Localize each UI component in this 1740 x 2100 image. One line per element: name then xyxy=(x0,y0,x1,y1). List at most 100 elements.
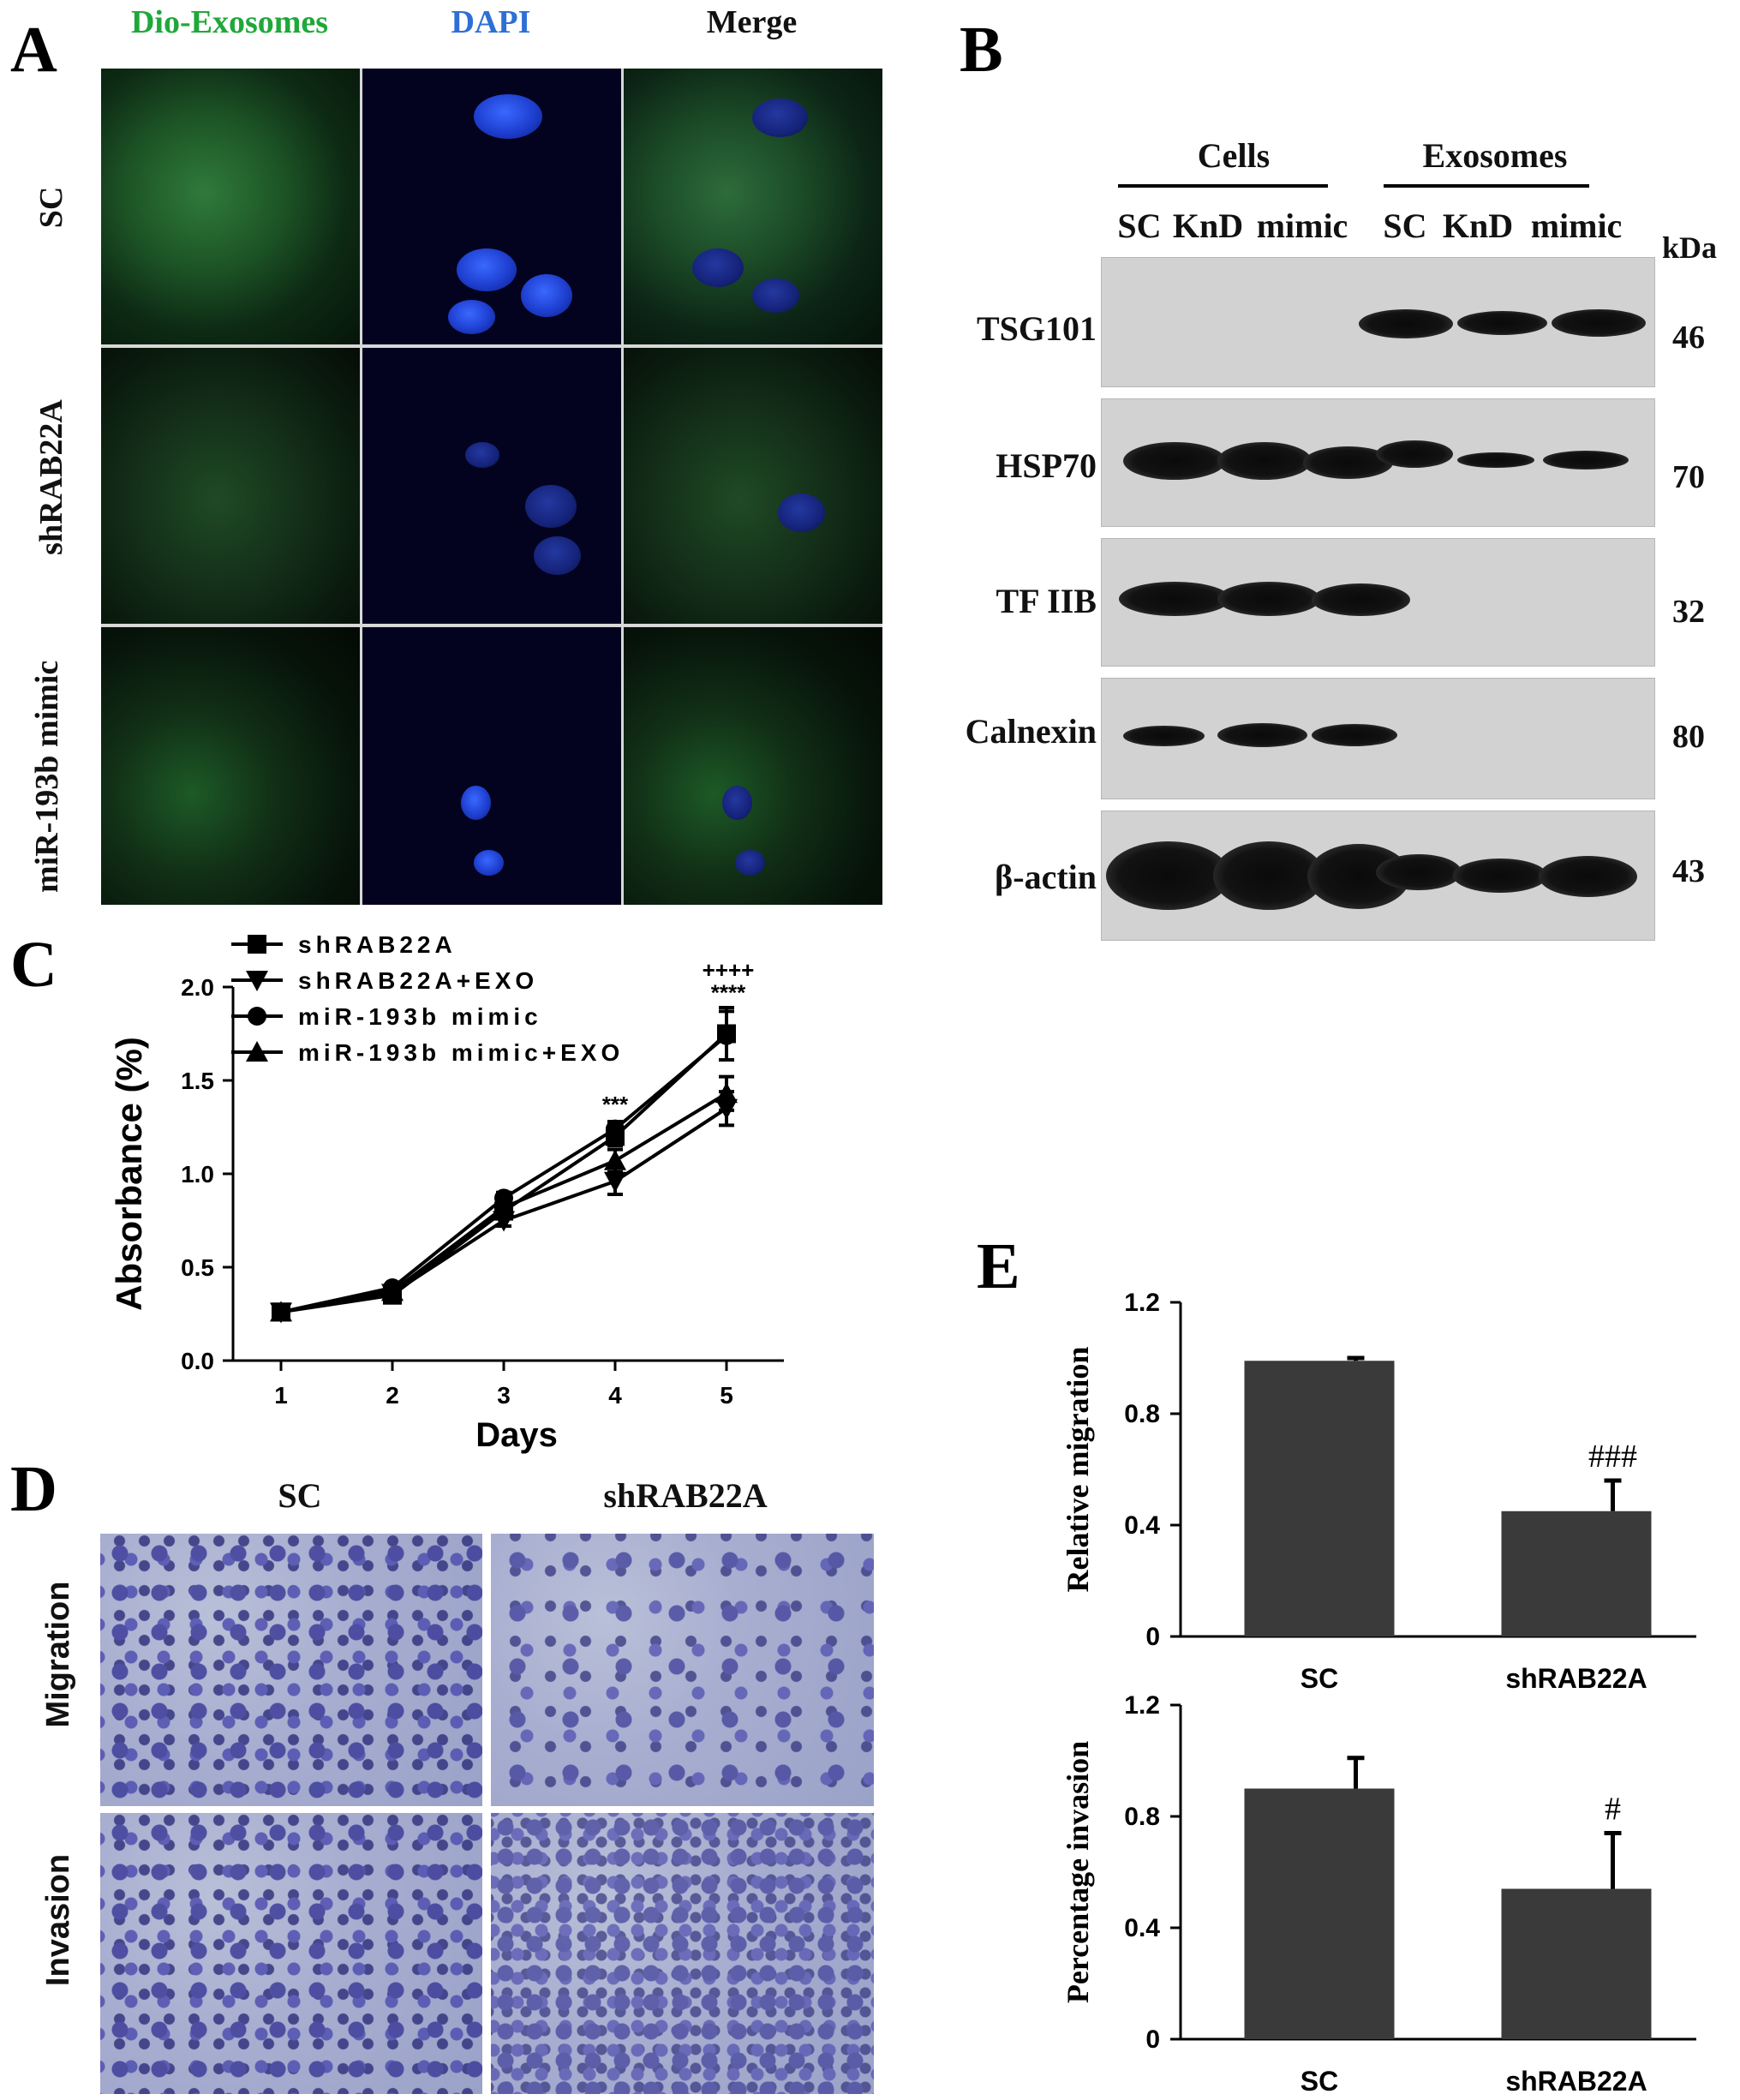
y-tick-label: 0.5 xyxy=(181,1254,214,1281)
series-line xyxy=(280,1034,728,1314)
band xyxy=(1213,841,1324,910)
lane-label: SC xyxy=(1117,206,1162,245)
protein-label: β-actin xyxy=(995,858,1097,896)
y-tick-label: 1.5 xyxy=(181,1068,214,1094)
significance-annotation: *** xyxy=(602,1092,629,1117)
band xyxy=(1543,451,1629,470)
data-point xyxy=(270,1301,292,1322)
row-label-shrab22a: shRAB22A xyxy=(33,399,69,555)
x-tick-label: SC xyxy=(1301,1663,1338,1694)
data-point xyxy=(604,1171,626,1193)
band xyxy=(1457,311,1547,335)
significance-annotation: ### xyxy=(1588,1439,1637,1475)
nucleus xyxy=(752,278,799,313)
micrograph-mimic-dapi xyxy=(362,627,621,905)
row-label-migration: Migration xyxy=(40,1581,76,1728)
series-line xyxy=(280,1032,728,1314)
blot-tfiib xyxy=(1101,538,1655,667)
y-tick-label: 1.0 xyxy=(181,1161,214,1188)
micrograph-shrab22a-migration xyxy=(491,1534,874,1806)
band xyxy=(1539,856,1637,897)
bar xyxy=(1501,1511,1652,1636)
panel-e-label: E xyxy=(977,1230,1020,1302)
micrograph-sc-dapi xyxy=(362,69,621,344)
x-tick-label: shRAB22A xyxy=(1505,1663,1647,1694)
kda-value: 80 xyxy=(1672,719,1705,755)
nucleus xyxy=(692,248,744,287)
nucleus xyxy=(778,494,825,532)
x-tick-label: 4 xyxy=(608,1382,622,1409)
micrograph-shrab22a-merge xyxy=(624,348,882,624)
micrograph-mimic-merge xyxy=(624,627,882,905)
band xyxy=(1119,582,1230,616)
legend-label: shRAB22A+EXO xyxy=(298,967,538,994)
y-axis-label: Relative migration xyxy=(1061,1347,1095,1593)
nucleus xyxy=(735,850,765,876)
blot-beta-actin xyxy=(1101,811,1655,941)
nucleus xyxy=(752,99,808,137)
bar-chart-invasion: 0 0.4 0.8 1.2 SC shRAB22A # Percentage invasion xyxy=(1061,1691,1696,2097)
micrograph-sc-merge xyxy=(624,69,882,344)
panel-a-label: A xyxy=(10,14,57,86)
protein-label: HSP70 xyxy=(996,446,1097,485)
data-point xyxy=(493,1196,515,1218)
band xyxy=(1552,309,1646,337)
panel-b-label: B xyxy=(960,14,1003,86)
significance-annotation: # xyxy=(1605,1792,1621,1828)
band xyxy=(1123,442,1226,480)
nucleus xyxy=(521,274,572,317)
y-tick-label: 0.8 xyxy=(1124,1803,1160,1831)
protein-label: TSG101 xyxy=(976,309,1097,348)
y-axis-label: Percentage invasion xyxy=(1061,1741,1095,2003)
lane-label: KnD xyxy=(1442,206,1514,245)
legend-marker xyxy=(248,1007,266,1026)
data-point xyxy=(604,1149,626,1170)
y-tick-label: 1.2 xyxy=(1124,1289,1160,1317)
y-tick-label: 0 xyxy=(1145,2025,1160,2054)
band xyxy=(1359,309,1453,338)
micrograph-shrab22a-invasion xyxy=(491,1813,874,2094)
y-tick-label: 1.2 xyxy=(1124,1691,1160,1720)
lane-label: mimic xyxy=(1256,206,1348,245)
column-title-shrab22a: shRAB22A xyxy=(603,1476,768,1515)
protein-label: Calnexin xyxy=(965,712,1097,751)
band xyxy=(1453,859,1547,893)
column-title-dapi: DAPI xyxy=(451,4,531,40)
micrograph-shrab22a-dapi xyxy=(362,348,621,624)
nucleus xyxy=(534,536,581,575)
group-bar-cells xyxy=(1118,184,1328,188)
group-label-exosomes: Exosomes xyxy=(1422,136,1568,175)
micrograph-grid xyxy=(101,69,882,905)
blot-tsg101 xyxy=(1101,257,1655,387)
x-tick-label: 2 xyxy=(386,1382,399,1409)
panel-d-label: D xyxy=(10,1453,57,1525)
column-title-merge: Merge xyxy=(706,4,798,40)
row-label-mir193b-mimic: miR-193b mimic xyxy=(29,660,65,893)
micrograph-mimic-dio xyxy=(101,627,360,905)
kda-unit: kDa xyxy=(1662,230,1718,265)
line-chart-plot: 0.0 0.5 1.0 1.5 2.0 1 2 3 4 5 Days Absorbance (%) sh… xyxy=(109,931,784,1454)
legend-label: miR-193b mimic+EXO xyxy=(298,1039,624,1066)
bar xyxy=(1244,1361,1395,1636)
row-label-invasion: Invasion xyxy=(40,1853,76,1987)
micrograph-sc-dio xyxy=(101,69,360,344)
micrograph-shrab22a-dio xyxy=(101,348,360,624)
column-title-dio-exosomes: Dio-Exosomes xyxy=(130,4,329,40)
legend-label: miR-193b mimic xyxy=(298,1003,542,1030)
band xyxy=(1217,582,1320,616)
nucleus xyxy=(525,485,577,528)
x-tick-label: SC xyxy=(1301,2066,1338,2097)
nucleus xyxy=(722,786,752,820)
kda-value: 46 xyxy=(1672,320,1705,356)
kda-value: 43 xyxy=(1672,853,1705,889)
kda-value: 32 xyxy=(1672,594,1705,630)
kda-value: 70 xyxy=(1672,459,1705,495)
x-tick-label: shRAB22A xyxy=(1505,2066,1647,2097)
column-title-sc: SC xyxy=(278,1476,322,1515)
band xyxy=(1217,723,1307,747)
y-axis-label: Absorbance (%) xyxy=(109,1037,149,1311)
band xyxy=(1312,583,1410,616)
y-tick-label: 0.8 xyxy=(1124,1400,1160,1428)
x-tick-label: 1 xyxy=(274,1382,288,1409)
nucleus xyxy=(474,94,542,139)
